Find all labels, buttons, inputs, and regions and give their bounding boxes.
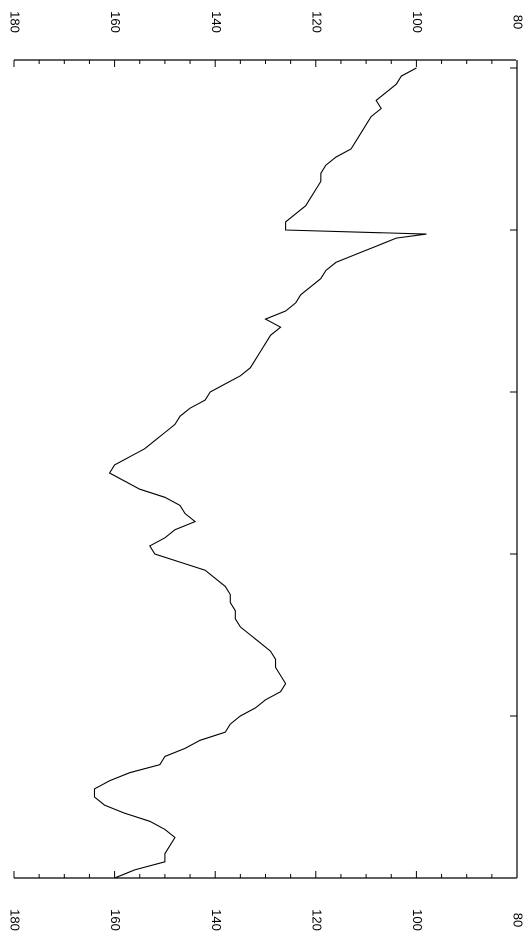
- bottom-ticks: [13, 871, 518, 878]
- top-ticks: [13, 60, 518, 67]
- bottom-tick-label: 140: [209, 909, 224, 931]
- top-tick-label: 80: [511, 15, 523, 29]
- chart-frame: [14, 59, 518, 879]
- bottom-tick-labels: 80 100 120 140 160 180: [8, 909, 523, 931]
- bottom-tick-label: 100: [410, 909, 425, 931]
- bottom-tick-label: 80: [511, 913, 523, 927]
- time-axis-ticks: [510, 67, 517, 879]
- bottom-tick-label: 160: [108, 909, 123, 931]
- bottom-tick-label: 120: [309, 909, 324, 931]
- top-tick-label: 160: [108, 11, 123, 33]
- bottom-tick-label: 180: [8, 909, 23, 931]
- top-tick-label: 140: [209, 11, 224, 33]
- top-tick-labels: 80 100 120 140 160 180: [8, 11, 523, 33]
- series-line: [93, 67, 427, 879]
- top-tick-label: 120: [309, 11, 324, 33]
- top-tick-label: 100: [410, 11, 425, 33]
- top-tick-label: 180: [8, 11, 23, 33]
